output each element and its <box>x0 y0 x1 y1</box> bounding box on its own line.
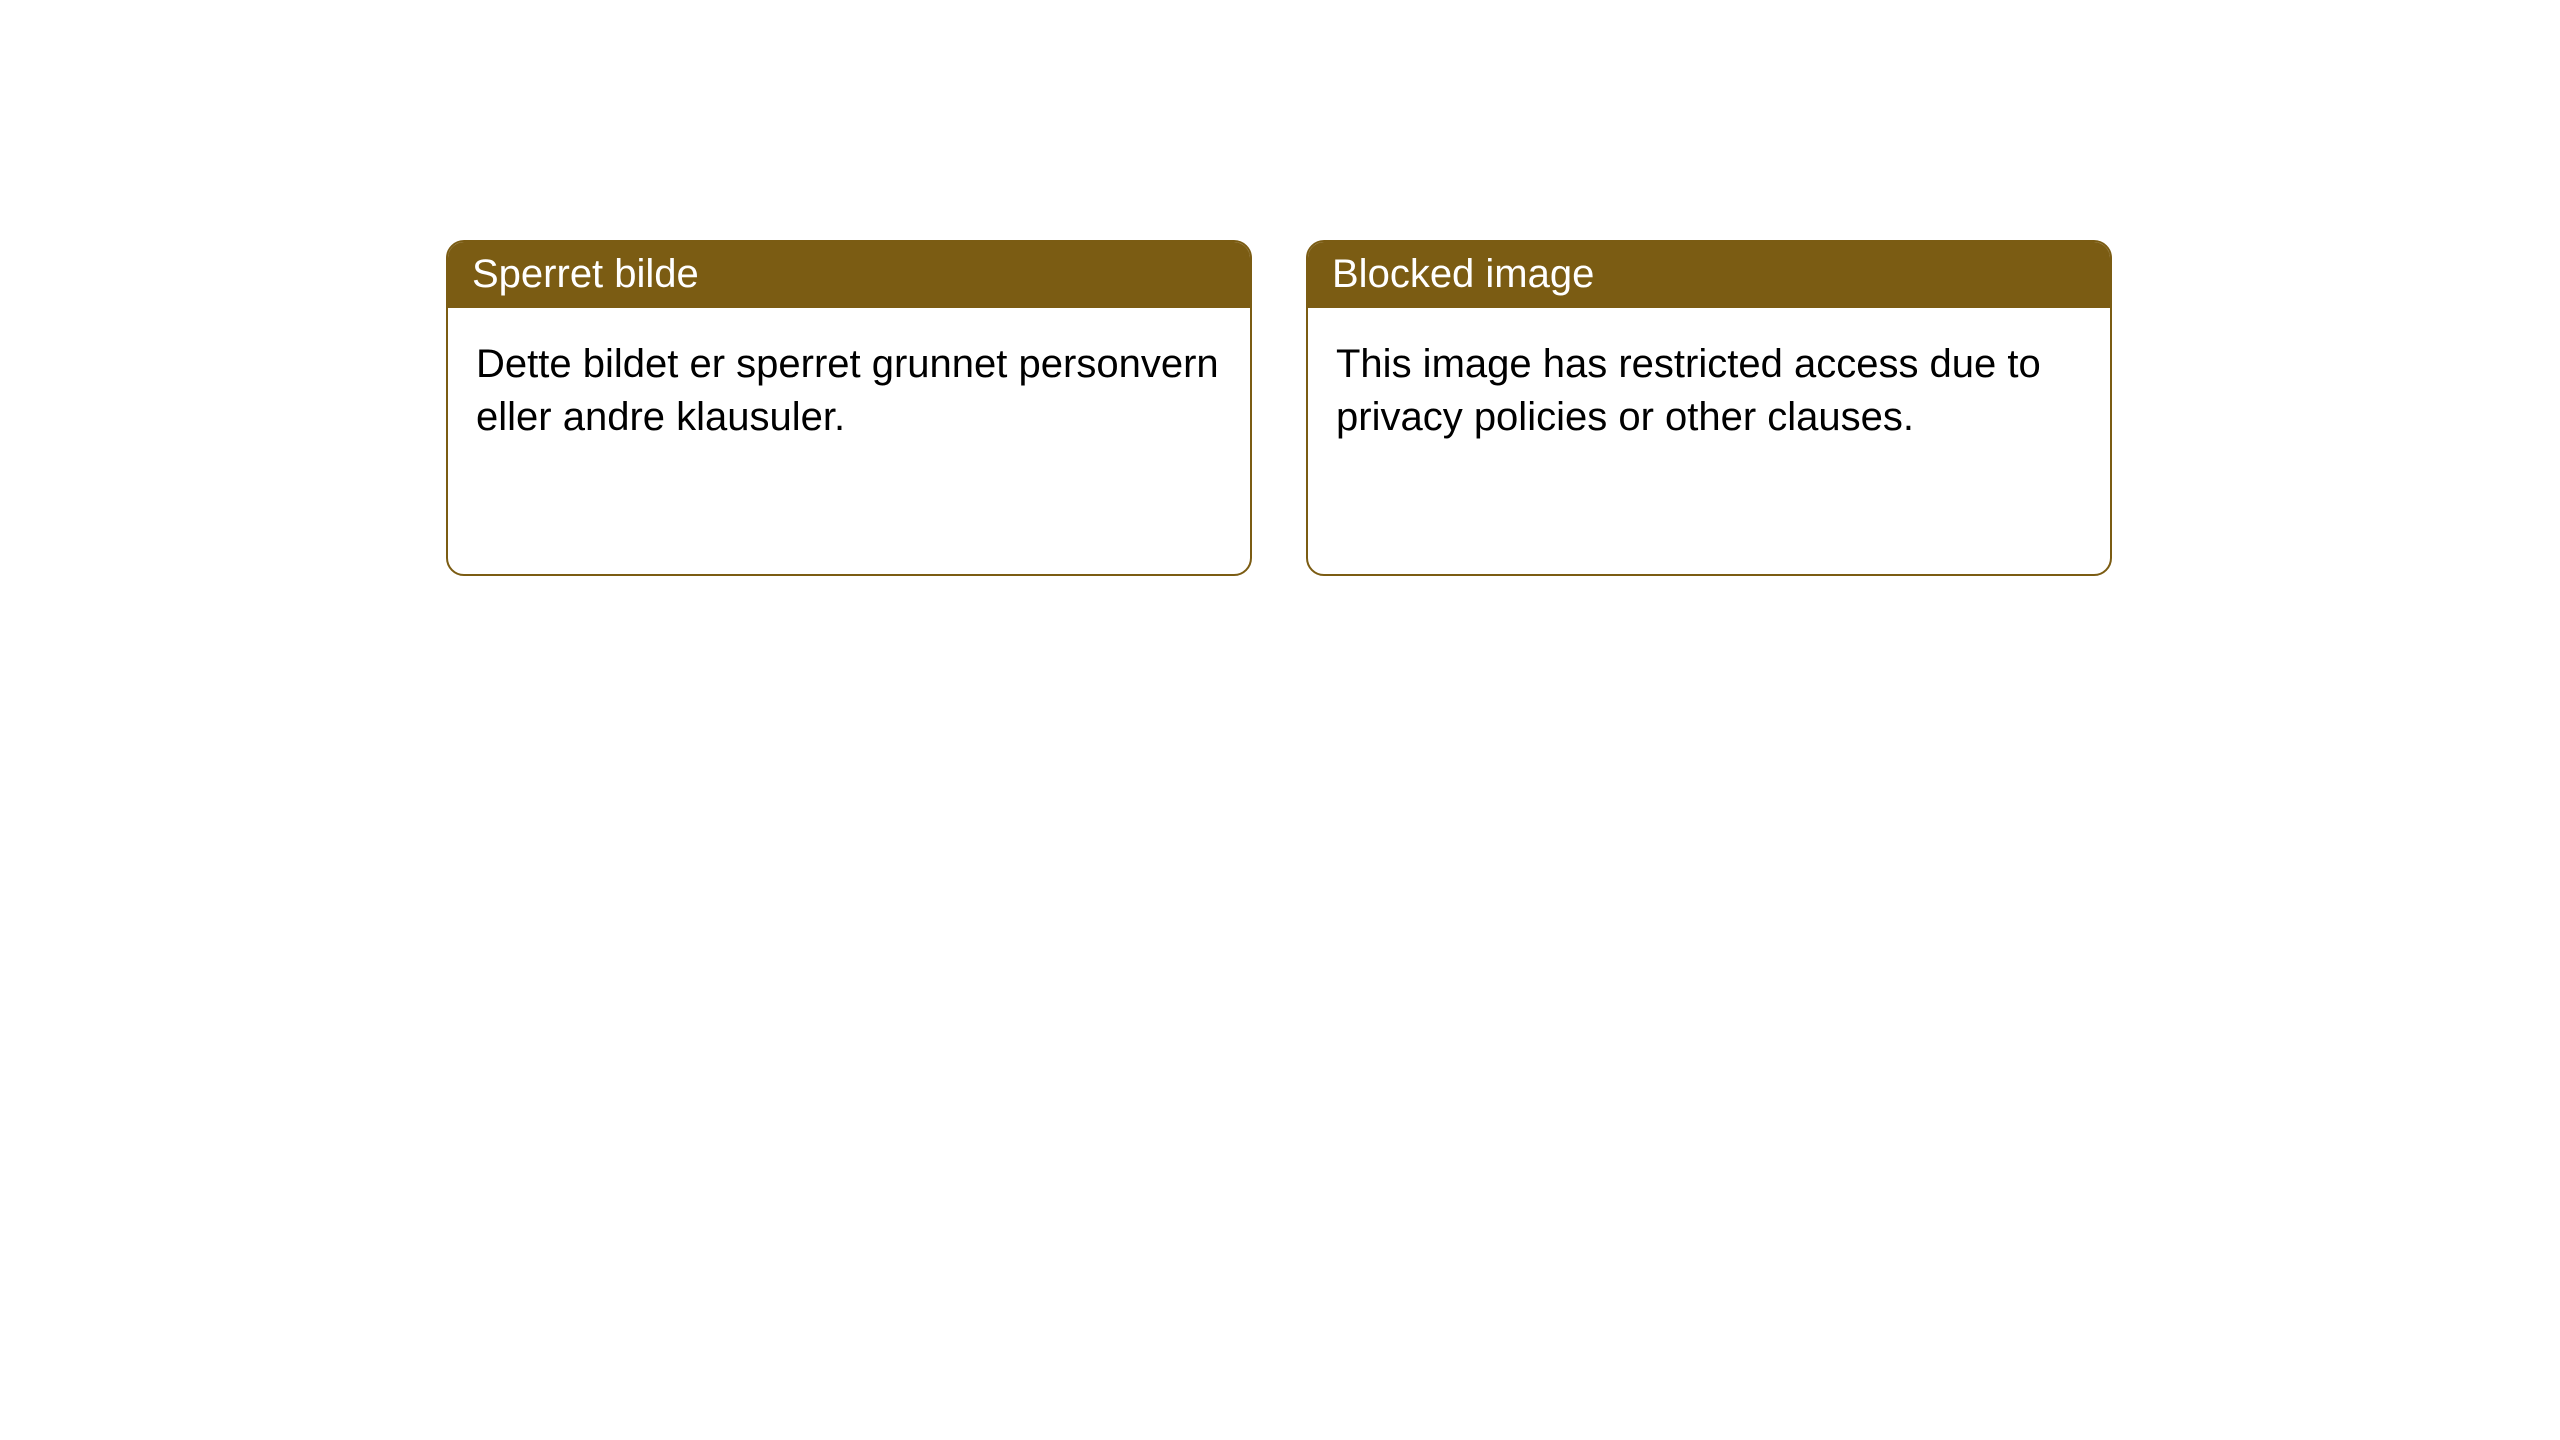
notice-cards-container: Sperret bilde Dette bildet er sperret gr… <box>0 0 2560 576</box>
card-body-no: Dette bildet er sperret grunnet personve… <box>448 308 1250 474</box>
card-body-en: This image has restricted access due to … <box>1308 308 2110 474</box>
card-header-en: Blocked image <box>1308 242 2110 308</box>
card-header-no: Sperret bilde <box>448 242 1250 308</box>
blocked-image-card-no: Sperret bilde Dette bildet er sperret gr… <box>446 240 1252 576</box>
blocked-image-card-en: Blocked image This image has restricted … <box>1306 240 2112 576</box>
